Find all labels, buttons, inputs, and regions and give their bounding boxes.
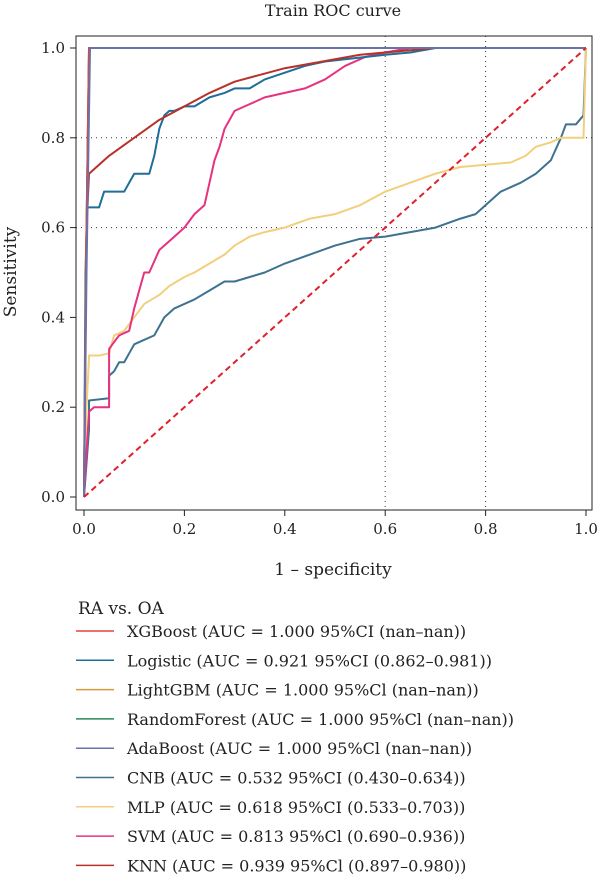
y-axis-title: Sensitivity <box>1 226 21 317</box>
legend-entry: AdaBoost (AUC = 1.000 95%Cl (nan–nan)) <box>126 739 472 758</box>
series-line-7 <box>83 47 586 498</box>
x-tick-label: 1.0 <box>574 520 598 538</box>
y-axis: 0.0 0.2 0.4 0.6 0.8 1.0 <box>41 39 76 506</box>
legend-entry: XGBoost (AUC = 1.000 95%CI (nan–nan)) <box>127 622 466 641</box>
legend-entry: SVM (AUC = 0.813 95%Cl (0.690–0.936)) <box>127 827 465 846</box>
y-tick-label: 1.0 <box>41 39 65 57</box>
chart-title: Train ROC curve <box>265 1 401 20</box>
x-axis: 0.0 0.2 0.4 0.6 0.8 1.0 <box>72 510 598 538</box>
y-tick-label: 0.6 <box>41 219 65 237</box>
y-tick-label: 0.4 <box>41 308 65 326</box>
x-tick-label: 0.6 <box>373 520 397 538</box>
x-tick-label: 0.8 <box>474 520 498 538</box>
series-line-6 <box>83 47 587 498</box>
series-line-5 <box>83 47 587 498</box>
legend-title: RA vs. OA <box>78 599 165 619</box>
reference-diagonal <box>83 47 587 498</box>
legend-entry: CNB (AUC = 0.532 95%CI (0.430–0.634)) <box>127 769 466 788</box>
y-tick-label: 0.2 <box>41 398 65 416</box>
legend-entry: KNN (AUC = 0.939 95%Cl (0.897–0.980)) <box>127 856 466 875</box>
x-tick-label: 0.0 <box>72 520 96 538</box>
x-tick-label: 0.2 <box>172 520 196 538</box>
legend-entry: RandomForest (AUC = 1.000 95%Cl (nan–nan… <box>127 710 514 729</box>
plot-frame <box>75 35 593 511</box>
legend: XGBoost (AUC = 1.000 95%CI (nan–nan)) Log… <box>76 622 514 875</box>
legend-entry: MLP (AUC = 0.618 95%CI (0.533–0.703)) <box>127 798 465 817</box>
y-tick-label: 0.8 <box>41 129 65 147</box>
legend-entry: Logistic (AUC = 0.921 95%CI (0.862–0.981… <box>127 651 492 670</box>
series-line-4 <box>83 47 586 498</box>
x-tick-label: 0.4 <box>273 520 297 538</box>
y-tick-label: 0.0 <box>41 488 65 506</box>
series-layer <box>83 47 587 498</box>
x-axis-title: 1 – specificity <box>274 560 392 580</box>
legend-entry: LightGBM (AUC = 1.000 95%Cl (nan–nan)) <box>127 681 479 700</box>
grid-lines <box>76 36 592 510</box>
series-line-1 <box>83 47 586 498</box>
